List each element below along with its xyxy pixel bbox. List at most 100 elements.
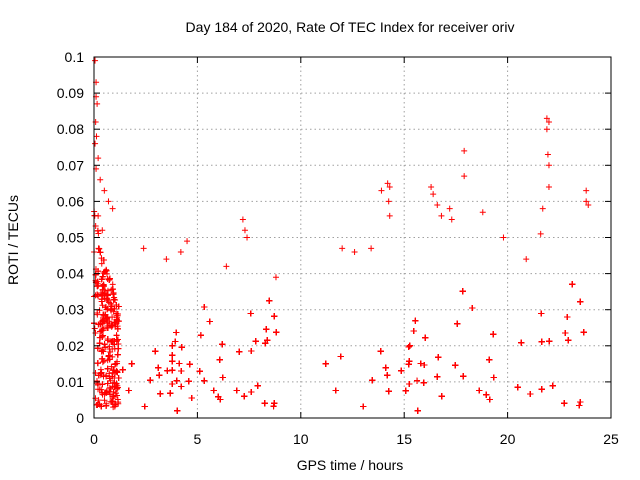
data-point xyxy=(97,328,104,335)
data-point xyxy=(110,367,117,374)
data-point xyxy=(103,315,110,322)
data-point xyxy=(178,367,185,374)
data-point xyxy=(270,403,277,410)
data-point xyxy=(104,305,111,312)
data-point xyxy=(114,325,121,332)
data-point xyxy=(178,383,185,390)
data-point xyxy=(99,273,106,280)
data-point xyxy=(103,402,110,409)
data-point xyxy=(92,395,99,402)
data-point xyxy=(155,364,162,371)
data-point xyxy=(273,329,280,336)
data-point xyxy=(112,361,119,368)
data-point xyxy=(241,393,248,400)
data-point xyxy=(111,296,118,303)
data-points xyxy=(91,57,592,414)
data-point xyxy=(112,401,119,408)
data-point xyxy=(114,384,121,391)
data-point xyxy=(107,385,114,392)
data-point xyxy=(94,360,101,367)
data-point xyxy=(95,372,102,379)
data-point xyxy=(164,367,171,374)
data-point xyxy=(186,361,193,368)
data-point xyxy=(112,383,119,390)
data-point xyxy=(105,353,112,360)
data-point xyxy=(104,380,111,387)
data-point xyxy=(97,249,104,256)
data-point xyxy=(219,374,226,381)
data-point xyxy=(108,301,115,308)
data-point xyxy=(114,351,121,358)
data-point xyxy=(96,307,103,314)
data-point xyxy=(109,314,116,321)
data-point xyxy=(100,348,107,355)
data-point xyxy=(104,319,111,326)
data-point xyxy=(99,286,106,293)
data-point xyxy=(96,334,103,341)
data-point xyxy=(111,338,118,345)
data-point xyxy=(173,329,180,336)
data-point xyxy=(271,400,278,407)
data-point xyxy=(100,270,107,277)
data-point xyxy=(108,399,115,406)
data-point xyxy=(201,303,208,310)
chart-title: Day 184 of 2020, Rate Of TEC Index for r… xyxy=(186,19,515,35)
data-point xyxy=(94,227,101,234)
data-point xyxy=(197,332,204,339)
data-point xyxy=(113,368,120,375)
data-point xyxy=(169,358,176,365)
data-point xyxy=(99,347,106,354)
data-point xyxy=(103,267,110,274)
data-point xyxy=(174,407,181,414)
data-point xyxy=(201,377,208,384)
data-point xyxy=(104,325,111,332)
data-point xyxy=(115,375,122,382)
data-point xyxy=(125,387,132,394)
data-point xyxy=(96,340,103,347)
data-point xyxy=(100,281,107,288)
data-point xyxy=(254,382,261,389)
data-point xyxy=(113,316,120,323)
data-point xyxy=(188,395,195,402)
data-point xyxy=(97,366,104,373)
data-point xyxy=(115,345,122,352)
data-point xyxy=(108,363,115,370)
data-point xyxy=(101,341,108,348)
data-point xyxy=(98,403,105,410)
data-point xyxy=(96,245,103,252)
data-point xyxy=(156,372,163,379)
data-point xyxy=(98,260,105,267)
data-point xyxy=(128,360,135,367)
data-point xyxy=(94,283,101,290)
data-point xyxy=(99,355,106,362)
data-point xyxy=(106,370,113,377)
data-point xyxy=(173,377,180,384)
data-point xyxy=(113,332,120,339)
data-point xyxy=(109,286,116,293)
data-point xyxy=(210,387,217,394)
data-point xyxy=(94,291,101,298)
data-point xyxy=(114,392,121,399)
data-point xyxy=(266,297,273,304)
data-point xyxy=(92,329,99,336)
data-point xyxy=(102,389,109,396)
data-point xyxy=(109,322,116,329)
data-point xyxy=(248,347,255,354)
data-point xyxy=(178,344,185,351)
data-point xyxy=(152,348,159,355)
data-point xyxy=(263,326,270,333)
data-point xyxy=(169,352,176,359)
data-point xyxy=(169,380,176,387)
data-point xyxy=(99,302,106,309)
data-point xyxy=(94,345,101,352)
data-point xyxy=(261,400,268,407)
data-point xyxy=(119,366,126,373)
data-point xyxy=(101,397,108,404)
data-point xyxy=(94,381,101,388)
data-point xyxy=(176,360,183,367)
data-point xyxy=(206,318,213,325)
data-point xyxy=(236,348,243,355)
data-point xyxy=(106,346,113,353)
data-point xyxy=(95,397,102,404)
data-point xyxy=(109,353,116,360)
